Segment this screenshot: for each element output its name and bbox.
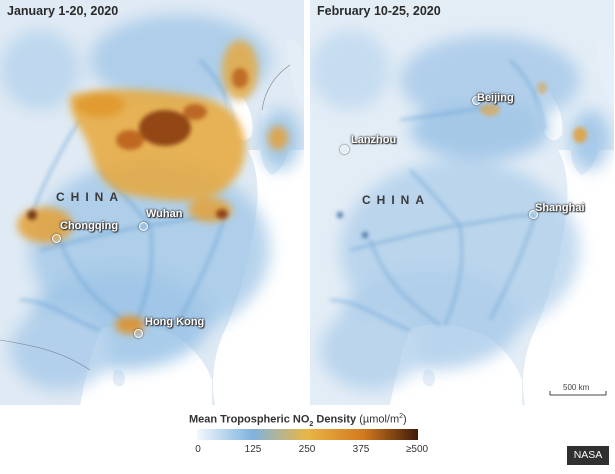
panel-title-january: January 1-20, 2020: [7, 4, 119, 18]
legend-title: Mean Tropospheric NO2 Density (µmol/m2): [189, 413, 407, 428]
legend-tick: 0: [195, 444, 201, 455]
map-february: [310, 0, 614, 405]
map-january: [0, 0, 304, 405]
japan-land: [596, 39, 614, 110]
legend-title-rest: Density: [313, 413, 360, 426]
hainan: [112, 369, 125, 387]
city-label-hong-kong: Hong Kong: [145, 316, 205, 328]
legend-tick: 250: [298, 444, 316, 455]
scale-bar: [549, 391, 607, 396]
panel-title-february: February 10-25, 2020: [317, 4, 441, 18]
city-marker-wuhan: [139, 222, 148, 231]
city-marker-shanghai: [529, 210, 538, 219]
map-panel-february: February 10-25, 2020 CHINA Beijing Lanzh…: [310, 0, 614, 405]
city-label-chongqing: Chongqing: [60, 220, 119, 232]
country-label: CHINA: [56, 190, 124, 204]
scale-label: 500 km: [563, 383, 590, 392]
city-marker-lanzhou: [340, 145, 349, 154]
city-label-shanghai: Shanghai: [535, 202, 585, 214]
country-borders: [0, 64, 291, 371]
country-label: CHINA: [362, 193, 430, 207]
legend: Mean Tropospheric NO2 Density (µmol/m2) …: [0, 405, 615, 474]
no2-dark-core: [27, 68, 248, 220]
city-label-beijing: Beijing: [477, 92, 514, 104]
no2-blue-haze: [310, 30, 610, 390]
legend-unit-close: ): [403, 413, 407, 426]
no2-remaining-hotspots: [337, 82, 587, 238]
map-panel-january: January 1-20, 2020 CHINA Chongqing Wuhan…: [0, 0, 304, 405]
legend-tick: ≥500: [405, 444, 429, 455]
legend-tick: 125: [244, 444, 262, 455]
city-marker-beijing: [472, 96, 481, 105]
no2-road-traces: [329, 59, 546, 331]
hainan: [422, 369, 435, 387]
credit-badge: NASA: [567, 446, 609, 465]
japan-land: [286, 39, 304, 110]
legend-title-main: Mean Tropospheric NO: [189, 413, 310, 426]
city-marker-chongqing: [52, 234, 61, 243]
legend-unit-sup: 2: [399, 413, 404, 420]
city-marker-hong-kong: [134, 329, 143, 338]
city-label-wuhan: Wuhan: [146, 208, 183, 220]
legend-title-sub: 2: [309, 420, 314, 428]
legend-unit-main: (µmol/m: [359, 413, 400, 426]
legend-color-bar: [197, 429, 418, 440]
legend-tick: 375: [352, 444, 370, 455]
city-label-lanzhou: Lanzhou: [351, 134, 397, 146]
